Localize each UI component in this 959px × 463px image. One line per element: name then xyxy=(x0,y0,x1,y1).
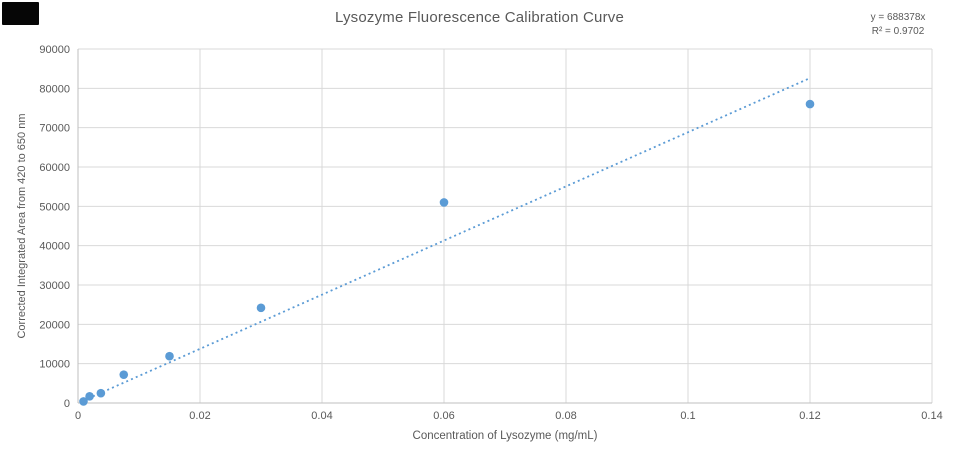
x-tick-label: 0.08 xyxy=(555,410,576,422)
x-tick-label: 0.1 xyxy=(680,410,695,422)
y-tick-label: 90000 xyxy=(39,44,70,56)
data-point xyxy=(96,388,106,398)
data-point xyxy=(119,370,129,379)
data-point xyxy=(256,303,266,313)
data-point xyxy=(165,351,174,361)
trendline xyxy=(83,77,811,402)
data-point xyxy=(439,198,449,207)
trendline-r-squared: R² = 0.9702 xyxy=(871,26,925,37)
y-tick-label: 10000 xyxy=(39,359,70,371)
y-tick-label: 70000 xyxy=(39,123,70,135)
trendline-equation-line: y = 688378x xyxy=(870,12,926,23)
y-tick-label: 20000 xyxy=(39,319,70,331)
x-tick-label: 0.14 xyxy=(921,410,942,422)
x-axis-title: Concentration of Lysozyme (mg/mL) xyxy=(412,430,598,442)
y-tick-label: 80000 xyxy=(39,83,70,95)
trendline-equation: y = 688378x R² = 0.9702 xyxy=(860,11,936,39)
data-point xyxy=(85,392,94,401)
y-tick-label: 60000 xyxy=(39,162,70,174)
x-tick-label: 0.06 xyxy=(433,410,454,422)
data-point xyxy=(79,397,88,406)
data-point xyxy=(805,99,815,109)
y-tick-label: 30000 xyxy=(39,280,70,292)
x-tick-label: 0.04 xyxy=(311,410,332,422)
y-tick-label: 40000 xyxy=(39,241,70,253)
x-tick-label: 0.12 xyxy=(799,410,820,422)
corner-artifact xyxy=(2,2,39,25)
y-tick-label: 50000 xyxy=(39,201,70,213)
chart-title: Lysozyme Fluorescence Calibration Curve xyxy=(334,9,625,26)
x-tick-label: 0 xyxy=(75,410,81,422)
y-tick-label: 0 xyxy=(64,398,70,410)
x-tick-label: 0.02 xyxy=(189,410,210,422)
